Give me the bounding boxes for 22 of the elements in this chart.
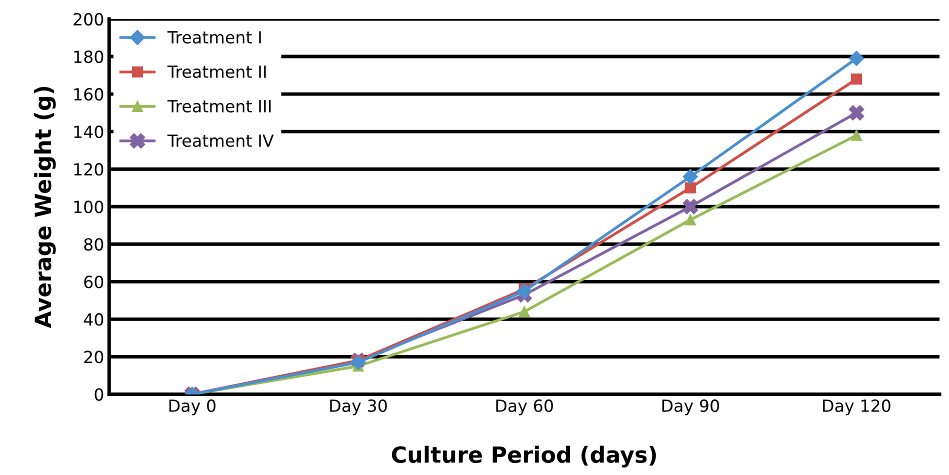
y-tick-label: 120 [74, 163, 104, 176]
y-tick-label: 100 [74, 200, 104, 214]
y-tick-label: 20 [84, 350, 104, 364]
y-tick-label: 0 [94, 388, 104, 401]
x-axis-title: Culture Period (days) [392, 446, 656, 468]
legend-label: Treatment I [167, 31, 261, 44]
y-tick-label: 140 [74, 126, 104, 138]
x-tick-label: Day 90 [662, 399, 719, 416]
legend-label: Treatment III [167, 100, 271, 112]
legend-label: Treatment II [167, 66, 266, 78]
y-tick-label: 80 [84, 238, 104, 251]
x-tick-label: Day 120 [823, 399, 890, 416]
y-tick-label: 200 [74, 12, 104, 26]
y-tick-label: 40 [84, 313, 104, 326]
y-tick-label: 160 [74, 88, 104, 101]
x-tick-label: Day 30 [330, 399, 387, 416]
y-tick-label: 60 [84, 276, 104, 288]
x-tick-label: Day 0 [169, 399, 216, 416]
y-axis-title: Average Weight (g) [34, 86, 56, 328]
legend-label: Treatment IV [167, 134, 274, 147]
x-tick-label: Day 60 [496, 399, 553, 416]
y-tick-label: 180 [74, 50, 104, 64]
